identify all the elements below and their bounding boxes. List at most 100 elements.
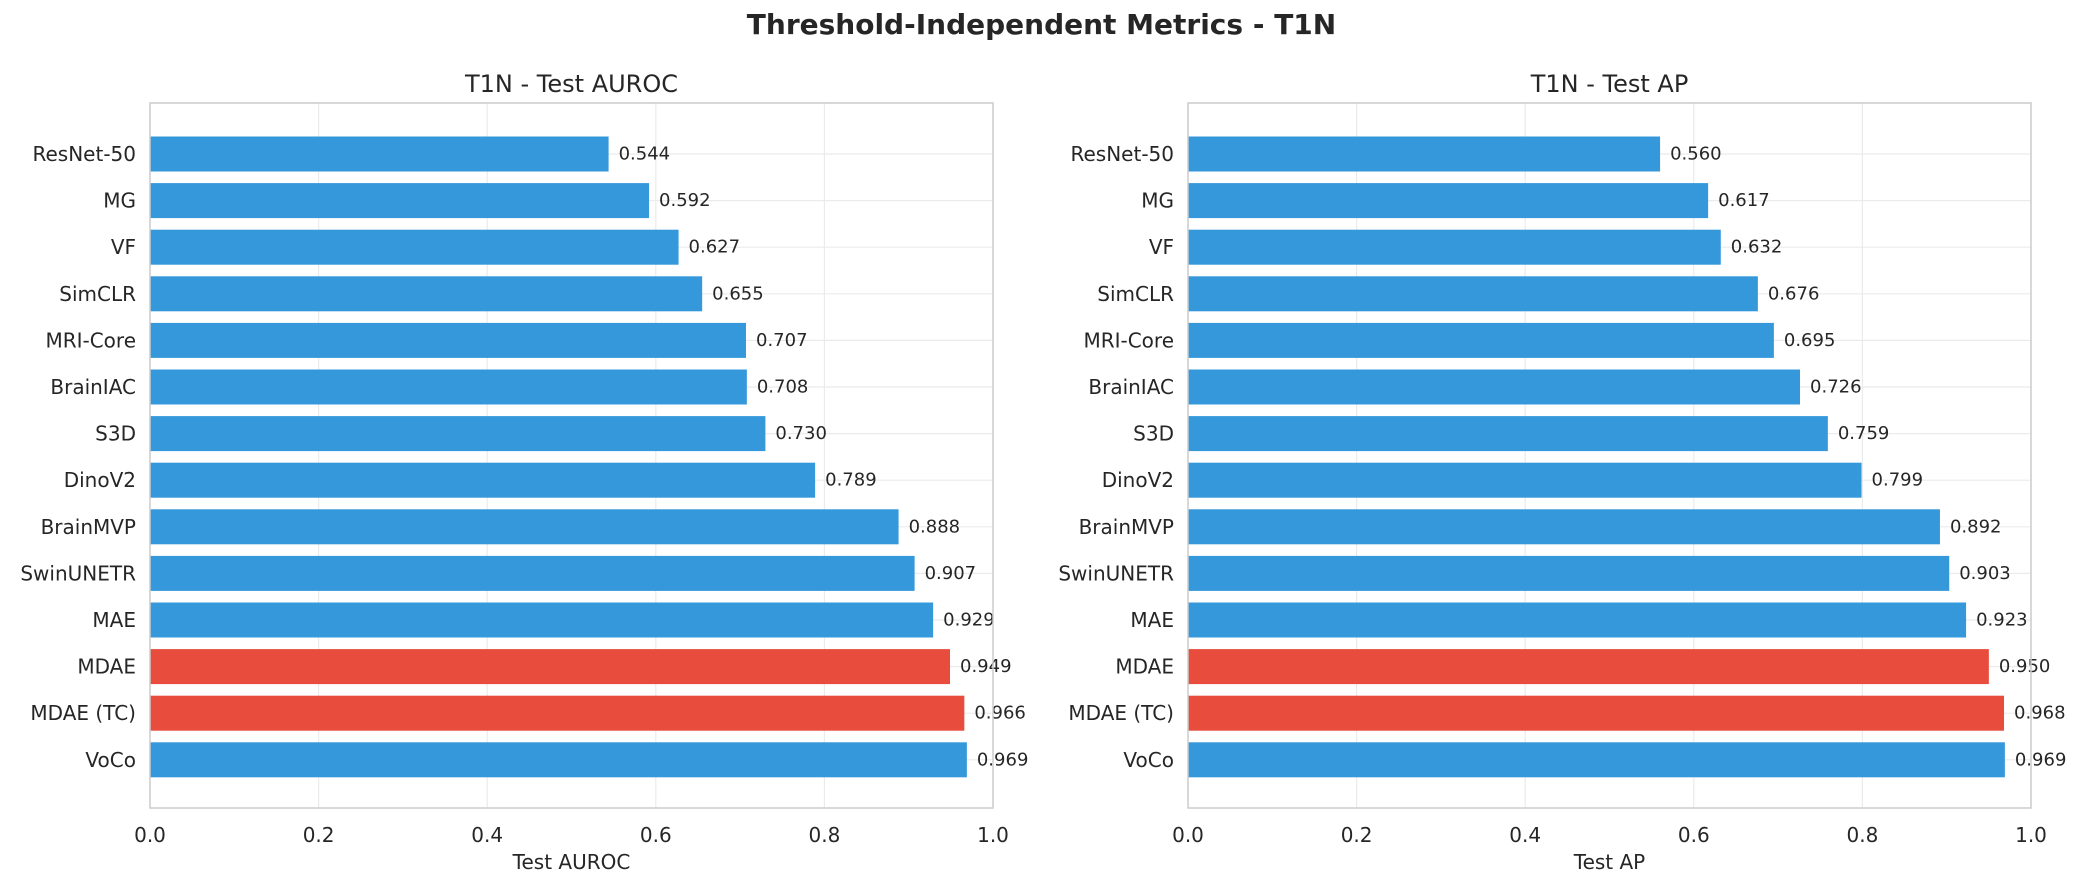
panel1-value-label: 0.730 <box>775 423 827 444</box>
panel1-bar-simclr <box>150 276 703 312</box>
panel1-bar-vf <box>150 229 679 265</box>
panel1-value-label: 0.907 <box>925 563 977 584</box>
panel1-x-tick-label: 0.0 <box>134 823 166 847</box>
panel2-value-label: 0.617 <box>1718 190 1770 211</box>
panel1-category-label: S3D <box>95 422 136 446</box>
panel1-x-tick-label: 0.8 <box>808 823 840 847</box>
panel1-bar-swinunetr <box>150 555 915 591</box>
panel2-x-tick-label: 0.6 <box>1678 823 1710 847</box>
panel2-bar-s3d <box>1188 416 1828 452</box>
panel2-category-label: VoCo <box>1123 748 1174 772</box>
panel2-category-label: MRI-Core <box>1083 328 1174 352</box>
panel1-x-tick-label: 1.0 <box>977 823 1009 847</box>
panel2-x-tick-label: 0.4 <box>1509 823 1541 847</box>
panel1-category-label: ResNet-50 <box>33 142 137 166</box>
panel1-value-label: 0.544 <box>619 144 671 165</box>
panel2-bar-mri-core <box>1188 322 1774 358</box>
panel1-category-label: BrainMVP <box>41 515 136 539</box>
panel2-x-tick-label: 0.0 <box>1172 823 1204 847</box>
panel2-category-label: S3D <box>1133 422 1174 446</box>
panel2-value-label: 0.892 <box>1950 516 2002 537</box>
panel1-title: T1N - Test AUROC <box>464 70 678 98</box>
panel2-bar-mdae-tc <box>1188 695 2005 731</box>
panel2-value-label: 0.695 <box>1784 330 1836 351</box>
panel2-category-label: VF <box>1149 235 1174 259</box>
panel2-category-label: BrainMVP <box>1079 515 1174 539</box>
panel2-category-label: BrainIAC <box>1088 375 1174 399</box>
panel2-bar-mae <box>1188 602 1967 638</box>
panel2-category-label: MDAE (TC) <box>1068 701 1174 725</box>
panel1-category-label: MG <box>103 189 136 213</box>
panel1-bar-brainiac <box>150 369 747 405</box>
panel2-value-label: 0.923 <box>1976 610 2028 631</box>
panel2-bar-dinov2 <box>1188 462 1862 498</box>
panel2-axes-frame <box>1187 102 2032 809</box>
panel1-bar-dinov2 <box>150 462 816 498</box>
panel1-value-label: 0.708 <box>757 377 809 398</box>
panel2-category-label: SwinUNETR <box>1058 561 1174 585</box>
panel1-bar-mdae <box>150 649 951 685</box>
panel2-x-axis-label: Test AP <box>1573 850 1645 874</box>
panel1-value-label: 0.707 <box>756 330 808 351</box>
panel1-axes-frame <box>149 102 994 809</box>
panel1-value-label: 0.966 <box>974 703 1026 724</box>
panel2-value-label: 0.632 <box>1731 237 1783 258</box>
panel1-value-label: 0.969 <box>977 749 1029 770</box>
panel1-category-label: SimCLR <box>59 282 136 306</box>
panel1-value-label: 0.929 <box>943 610 995 631</box>
panel1-category-label: MRI-Core <box>45 328 136 352</box>
panel1-bar-resnet-50 <box>150 136 609 172</box>
panel2-value-label: 0.560 <box>1670 144 1722 165</box>
panel2-value-label: 0.903 <box>1959 563 2011 584</box>
panel2-value-label: 0.726 <box>1810 377 1862 398</box>
panel1-category-label: BrainIAC <box>50 375 136 399</box>
panel1-value-label: 0.627 <box>689 237 741 258</box>
panel1-x-tick-label: 0.6 <box>640 823 672 847</box>
panel2-x-tick-label: 0.2 <box>1341 823 1373 847</box>
panel1-value-label: 0.789 <box>825 470 877 491</box>
panel2-category-label: DinoV2 <box>1102 468 1174 492</box>
panel2-bar-vf <box>1188 229 1721 265</box>
panel1-category-label: SwinUNETR <box>20 561 136 585</box>
panel2-bar-brainiac <box>1188 369 1801 405</box>
panel2-x-tick-label: 1.0 <box>2015 823 2047 847</box>
panel1-x-axis-label: Test AUROC <box>512 850 631 874</box>
panel1-bar-mg <box>150 183 650 219</box>
panel2-value-label: 0.968 <box>2014 703 2066 724</box>
panel1-value-label: 0.888 <box>909 516 961 537</box>
panel1-category-label: DinoV2 <box>64 468 136 492</box>
panel2-value-label: 0.759 <box>1838 423 1890 444</box>
panel2-value-label: 0.799 <box>1872 470 1924 491</box>
panel1-value-label: 0.655 <box>712 283 764 304</box>
panel2-bar-mdae <box>1188 649 1989 685</box>
panel2-category-label: SimCLR <box>1097 282 1174 306</box>
panel1-bar-brainmvp <box>150 509 899 545</box>
panel2-category-label: MDAE <box>1115 655 1174 679</box>
panel1-x-tick-label: 0.2 <box>303 823 335 847</box>
panel2-title: T1N - Test AP <box>1530 70 1689 98</box>
panel2-category-label: MAE <box>1130 608 1174 632</box>
panel1-bar-voco <box>150 742 967 778</box>
panel1-bar-s3d <box>150 416 766 452</box>
panel2-bar-mg <box>1188 183 1709 219</box>
panel2-bar-swinunetr <box>1188 555 1950 591</box>
panel2-value-label: 0.950 <box>1999 656 2051 677</box>
panel1-bar-mae <box>150 602 934 638</box>
panel2-category-label: ResNet-50 <box>1071 142 1175 166</box>
panel1-x-tick-label: 0.4 <box>471 823 503 847</box>
panel2-bar-brainmvp <box>1188 509 1940 545</box>
panel2-bar-simclr <box>1188 276 1758 312</box>
panel2-bar-voco <box>1188 742 2005 778</box>
panel1-value-label: 0.949 <box>960 656 1012 677</box>
panel1-bar-mri-core <box>150 322 747 358</box>
panel2-value-label: 0.969 <box>2015 749 2067 770</box>
panel1-bar-mdae-tc <box>150 695 965 731</box>
panel1-category-label: VoCo <box>85 748 136 772</box>
panel1-category-label: MAE <box>92 608 136 632</box>
panel1-category-label: VF <box>111 235 136 259</box>
panel2-category-label: MG <box>1141 189 1174 213</box>
panel1-value-label: 0.592 <box>659 190 711 211</box>
panel2-value-label: 0.676 <box>1768 283 1820 304</box>
panel1-category-label: MDAE <box>77 655 136 679</box>
